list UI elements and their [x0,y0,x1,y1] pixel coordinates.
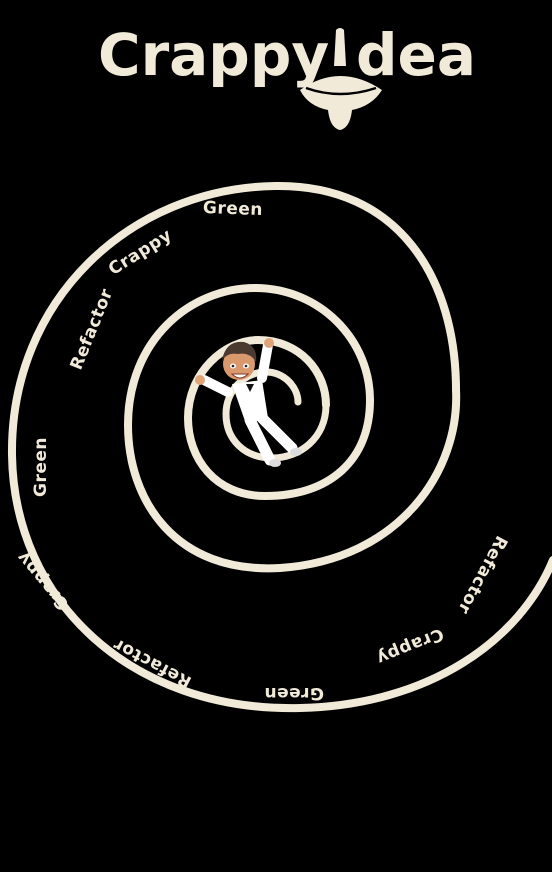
spiral-label: Crappy [105,225,176,279]
spiral-label: Green [31,437,51,497]
spiral-ring-2 [123,283,461,573]
avatar [195,338,302,467]
spiral-outer-arc [7,181,552,713]
spiral-label: Green [264,683,324,703]
spiral-label: Crappy [373,623,446,668]
spiral-label: Green [203,198,264,220]
logo-word-crappy: Crappy [98,21,329,89]
spiral-label: Refactor [453,532,511,617]
spiral-label: Refactor [67,286,118,373]
spinning-top-icon [300,28,382,130]
spiral-label: Crappy [13,547,74,614]
spiral-ring-3 [183,335,374,501]
logo-word-dea: dea [356,21,476,89]
app-logo: Crappy dea [98,21,476,130]
